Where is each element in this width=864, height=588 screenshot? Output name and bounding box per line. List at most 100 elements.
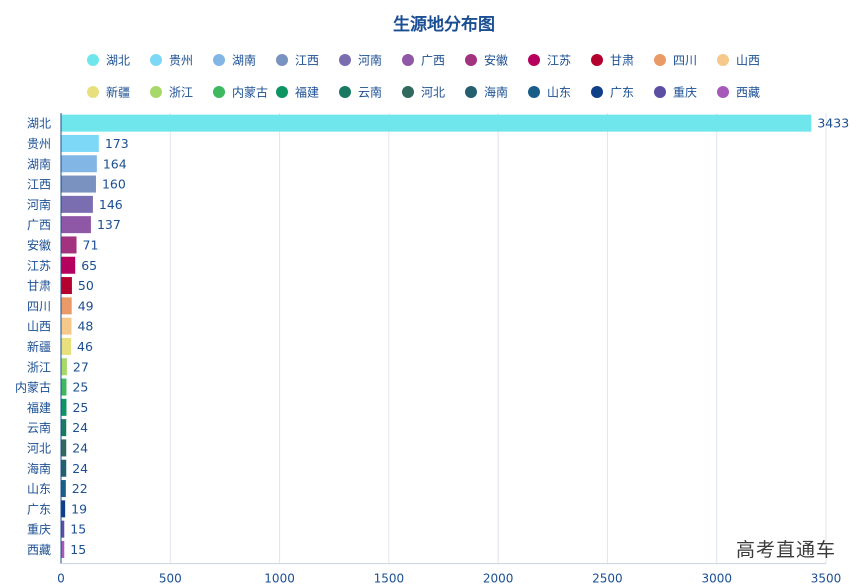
legend-label: 江苏 [547, 54, 571, 68]
legend-marker [591, 54, 603, 66]
legend-label: 河南 [358, 53, 382, 68]
data-label: 22 [72, 481, 88, 496]
legend-label: 福建 [295, 85, 319, 100]
legend-marker [402, 54, 414, 66]
legend-item[interactable]: 新疆 [87, 85, 130, 100]
gridlines [169, 113, 827, 564]
bar[interactable] [61, 236, 77, 254]
legend-item[interactable]: 山西 [717, 54, 760, 68]
legend-item[interactable]: 安徽 [465, 53, 508, 68]
y-category-label: 河南 [27, 197, 51, 212]
bar[interactable] [61, 216, 91, 234]
legend-item[interactable]: 贵州 [150, 54, 193, 68]
bar[interactable] [61, 155, 97, 173]
data-label: 164 [103, 156, 127, 171]
bar[interactable] [61, 419, 67, 437]
legend-item[interactable]: 福建 [276, 85, 319, 100]
x-tick-label: 3500 [811, 572, 842, 586]
bar[interactable] [61, 378, 67, 396]
bar[interactable] [61, 114, 812, 132]
bar[interactable] [61, 175, 96, 193]
bar[interactable] [61, 134, 99, 152]
legend-item[interactable]: 重庆 [654, 86, 697, 100]
legend-item[interactable]: 山东 [528, 86, 571, 100]
y-category-label: 山西 [27, 320, 51, 334]
legend-label: 山西 [736, 54, 760, 68]
chart-title: 生源地分布图 [393, 14, 495, 35]
bars: 3433 173 164 160 146 137 71 65 50 49 48 46 27 25 25 24 2… [61, 114, 849, 558]
x-tick-label: 0 [57, 572, 65, 586]
data-label: 24 [72, 461, 88, 476]
legend-item[interactable]: 云南 [339, 85, 382, 100]
bar[interactable] [61, 520, 65, 538]
bar[interactable] [61, 277, 72, 295]
legend-item[interactable]: 浙江 [150, 86, 193, 100]
data-label: 19 [71, 501, 87, 516]
y-category-label: 江苏 [27, 259, 51, 273]
legend-label: 江西 [295, 54, 319, 68]
y-category-label: 湖北 [27, 116, 51, 131]
bar[interactable] [61, 500, 66, 518]
legend-marker [87, 54, 99, 66]
bar[interactable] [61, 256, 76, 274]
legend-marker [402, 86, 414, 98]
legend-marker [150, 86, 162, 98]
bar[interactable] [61, 459, 67, 477]
legend-marker [465, 54, 477, 66]
legend-item[interactable]: 甘肃 [591, 54, 634, 68]
legend-item[interactable]: 江苏 [528, 54, 571, 68]
y-category-label: 江西 [27, 178, 51, 192]
legend-label: 贵州 [169, 54, 193, 68]
legend-marker [213, 54, 225, 66]
bar[interactable] [61, 540, 65, 558]
y-category-label: 内蒙古 [15, 380, 51, 395]
legend-marker [528, 86, 540, 98]
bar[interactable] [61, 358, 67, 376]
legend-item[interactable]: 湖北 [87, 53, 130, 68]
legend-label: 浙江 [169, 86, 193, 100]
bar[interactable] [61, 317, 72, 335]
legend-item[interactable]: 湖南 [213, 53, 256, 68]
data-label: 25 [72, 380, 88, 395]
legend-label: 广西 [421, 54, 445, 68]
y-category-label: 四川 [27, 299, 51, 313]
x-tick-label: 500 [159, 572, 182, 586]
legend-item[interactable]: 内蒙古 [213, 85, 268, 100]
legend-marker [339, 86, 351, 98]
legend-marker [465, 86, 477, 98]
bar[interactable] [61, 439, 67, 457]
legend-item[interactable]: 江西 [276, 54, 319, 68]
legend-item[interactable]: 河南 [339, 53, 382, 68]
y-category-label: 广东 [27, 502, 51, 516]
bar[interactable] [61, 398, 67, 416]
x-tick-label: 3000 [701, 572, 732, 586]
legend-item[interactable]: 海南 [465, 85, 508, 100]
data-label: 25 [72, 400, 88, 415]
x-tick-label: 1000 [264, 572, 295, 586]
bar[interactable] [61, 337, 72, 355]
y-category-label: 新疆 [27, 339, 51, 354]
y-category-label: 重庆 [27, 523, 51, 537]
legend-label: 四川 [673, 54, 697, 68]
y-category-label: 安徽 [27, 237, 51, 252]
bar[interactable] [61, 297, 72, 315]
legend-item[interactable]: 河北 [402, 86, 445, 100]
legend-item[interactable]: 广东 [591, 86, 634, 100]
legend-label: 河北 [421, 86, 445, 100]
bar[interactable] [61, 195, 93, 213]
data-label: 49 [78, 298, 94, 313]
legend-label: 内蒙古 [232, 85, 268, 100]
legend-item[interactable]: 广西 [402, 54, 445, 68]
legend-label: 西藏 [736, 86, 760, 100]
legend-label: 湖南 [232, 53, 256, 68]
legend-item[interactable]: 四川 [654, 54, 697, 68]
bar[interactable] [61, 480, 66, 498]
data-label: 65 [81, 258, 97, 273]
legend-label: 湖北 [106, 53, 130, 68]
data-label: 3433 [817, 116, 849, 131]
y-category-label: 西藏 [27, 543, 51, 557]
legend-item[interactable]: 西藏 [717, 86, 760, 100]
legend-marker [717, 86, 729, 98]
data-label: 24 [72, 440, 88, 455]
